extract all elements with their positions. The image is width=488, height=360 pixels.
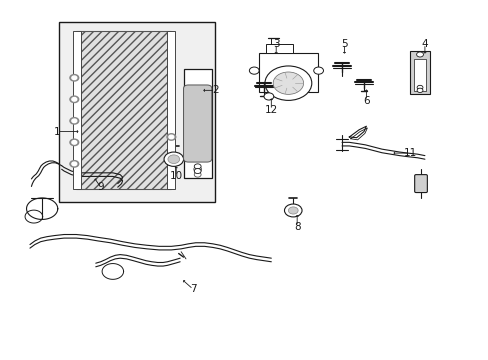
Bar xyxy=(59,22,215,202)
Bar xyxy=(266,44,293,53)
Circle shape xyxy=(166,134,175,140)
Bar xyxy=(76,31,171,189)
Circle shape xyxy=(72,140,77,144)
Bar xyxy=(167,31,175,189)
Circle shape xyxy=(70,75,79,81)
Circle shape xyxy=(194,164,201,169)
Circle shape xyxy=(273,72,303,94)
Text: 12: 12 xyxy=(264,105,277,115)
Circle shape xyxy=(70,139,79,145)
Text: 6: 6 xyxy=(363,96,369,106)
Bar xyxy=(409,51,429,94)
Circle shape xyxy=(72,98,77,101)
Circle shape xyxy=(284,204,302,217)
Circle shape xyxy=(72,119,77,123)
Circle shape xyxy=(167,155,179,163)
Bar xyxy=(183,69,211,178)
Text: 9: 9 xyxy=(97,182,104,192)
Circle shape xyxy=(194,172,201,177)
Text: 4: 4 xyxy=(421,39,427,49)
Text: 11: 11 xyxy=(403,148,416,158)
Circle shape xyxy=(70,161,79,167)
Circle shape xyxy=(313,67,323,74)
Text: 10: 10 xyxy=(169,171,183,181)
Bar xyxy=(73,31,81,189)
Circle shape xyxy=(193,166,201,172)
FancyBboxPatch shape xyxy=(414,175,427,193)
Circle shape xyxy=(70,118,79,124)
Circle shape xyxy=(249,67,259,74)
Circle shape xyxy=(70,96,79,103)
Circle shape xyxy=(194,170,200,174)
Circle shape xyxy=(72,162,77,166)
Text: 1: 1 xyxy=(53,127,60,136)
Text: 3: 3 xyxy=(272,39,279,49)
Text: 5: 5 xyxy=(341,39,347,49)
Circle shape xyxy=(416,85,422,90)
Text: 7: 7 xyxy=(190,284,196,294)
Circle shape xyxy=(194,168,201,174)
FancyBboxPatch shape xyxy=(183,85,211,162)
Circle shape xyxy=(264,93,273,100)
Circle shape xyxy=(416,52,423,57)
Circle shape xyxy=(264,66,311,100)
Circle shape xyxy=(416,88,422,93)
Text: 2: 2 xyxy=(211,85,218,95)
Bar xyxy=(259,53,317,92)
Circle shape xyxy=(288,207,298,214)
Circle shape xyxy=(163,152,183,166)
Text: 8: 8 xyxy=(293,222,300,231)
Circle shape xyxy=(168,135,173,139)
Circle shape xyxy=(72,76,77,80)
Bar xyxy=(413,59,426,91)
